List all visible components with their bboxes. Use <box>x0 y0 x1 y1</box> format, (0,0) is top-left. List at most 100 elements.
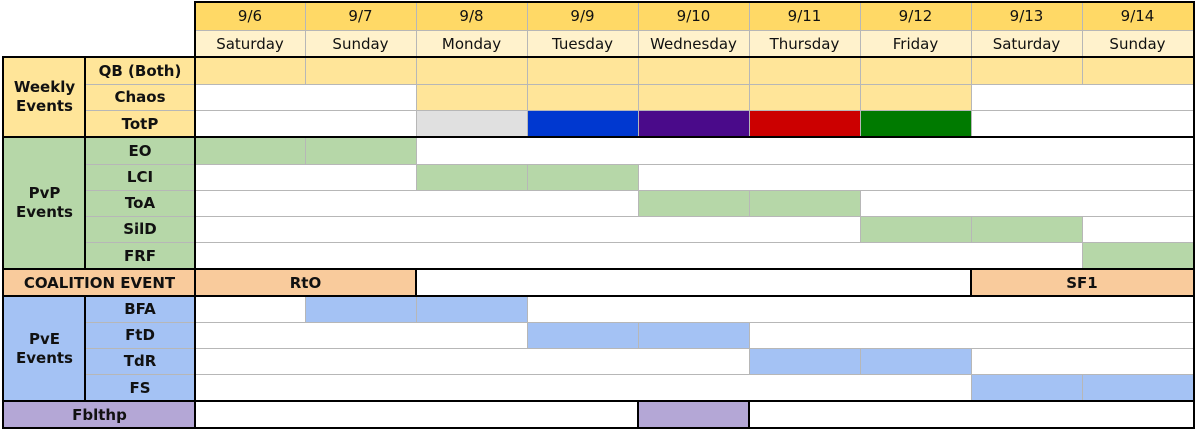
grid-line <box>416 137 417 164</box>
grid-line <box>860 216 861 242</box>
section-border <box>2 400 1195 402</box>
grid-line <box>527 84 528 110</box>
grid-line <box>971 84 972 110</box>
grid-line <box>305 137 306 164</box>
row-label: Fblthp <box>4 401 195 428</box>
grid-line <box>749 84 750 110</box>
grid-line <box>971 57 972 84</box>
grid-line <box>1082 374 1083 401</box>
section-border <box>2 56 4 429</box>
grid-line <box>527 57 528 84</box>
event-bar <box>416 110 527 137</box>
grid-line <box>860 190 861 216</box>
row-label: FRF <box>85 242 195 269</box>
grid-line <box>305 296 306 322</box>
row-label: EO <box>85 137 195 164</box>
grid-line <box>971 110 972 137</box>
event-bar <box>860 110 971 137</box>
grid-line <box>305 2 306 57</box>
date-header: 9/7 <box>305 2 416 30</box>
grid-line <box>416 57 417 84</box>
day-header: Friday <box>860 30 971 57</box>
section-border <box>415 269 417 296</box>
date-header: 9/12 <box>860 2 971 30</box>
grid-line <box>749 348 750 374</box>
day-header: Thursday <box>749 30 860 57</box>
event-bar <box>527 110 638 137</box>
grid-line <box>638 164 639 190</box>
row-label: Chaos <box>85 84 195 110</box>
row-label: SilD <box>85 216 195 242</box>
grid-line <box>85 190 1193 191</box>
grid-line <box>638 110 639 137</box>
grid-line <box>1082 57 1083 84</box>
day-header: Saturday <box>195 30 305 57</box>
grid-line <box>860 57 861 84</box>
grid-line <box>971 348 972 374</box>
section-border <box>970 269 972 296</box>
event-bar <box>638 110 749 137</box>
grid-line <box>85 216 1193 217</box>
date-header: 9/6 <box>195 2 305 30</box>
date-header: 9/13 <box>971 2 1082 30</box>
section-border <box>194 1 196 429</box>
event-bar <box>195 57 1193 84</box>
grid-line <box>85 84 1193 85</box>
row-label: LCI <box>85 164 195 190</box>
row-label: FS <box>85 374 195 401</box>
grid-line <box>749 57 750 84</box>
date-header: 9/10 <box>638 2 749 30</box>
grid-line <box>527 296 528 322</box>
day-header: Sunday <box>305 30 416 57</box>
grid-line <box>527 164 528 190</box>
row-label: FtD <box>85 322 195 348</box>
row-label: COALITION EVENT <box>4 269 195 296</box>
section-border <box>84 57 86 269</box>
grid-line <box>860 110 861 137</box>
section-border <box>637 401 639 428</box>
grid-line <box>971 2 972 57</box>
event-bar <box>638 401 749 428</box>
section-border <box>2 295 1195 297</box>
grid-line <box>527 2 528 57</box>
grid-line <box>638 322 639 348</box>
section-border <box>84 296 86 401</box>
row-label: TdR <box>85 348 195 374</box>
grid-line <box>527 110 528 137</box>
grid-line <box>85 242 1193 243</box>
grid-line <box>971 374 972 401</box>
grid-line <box>638 2 639 57</box>
grid-line <box>305 57 306 84</box>
grid-line <box>416 110 417 137</box>
grid-line <box>971 216 972 242</box>
grid-line <box>416 296 417 322</box>
section-border <box>2 136 1195 138</box>
grid-line <box>195 30 1193 31</box>
section-border <box>2 427 1195 429</box>
row-label: BFA <box>85 296 195 322</box>
group-label: Weekly Events <box>4 57 85 137</box>
grid-line <box>85 322 1193 323</box>
date-header: 9/9 <box>527 2 638 30</box>
grid-line <box>85 164 1193 165</box>
grid-line <box>85 348 1193 349</box>
grid-line <box>1082 216 1083 242</box>
grid-line <box>638 57 639 84</box>
section-border <box>2 268 1195 270</box>
grid-line <box>860 84 861 110</box>
event-bar <box>749 110 860 137</box>
grid-line <box>527 322 528 348</box>
section-border <box>1193 1 1195 429</box>
date-header: 9/8 <box>416 2 527 30</box>
row-label: QB (Both) <box>85 57 195 84</box>
section-border <box>2 56 1195 58</box>
grid-line <box>416 164 417 190</box>
group-label: PvE Events <box>4 296 85 401</box>
day-header: Saturday <box>971 30 1082 57</box>
grid-line <box>749 322 750 348</box>
date-header: 9/11 <box>749 2 860 30</box>
group-label: PvP Events <box>4 137 85 269</box>
section-border <box>194 1 1194 3</box>
day-header: Wednesday <box>638 30 749 57</box>
